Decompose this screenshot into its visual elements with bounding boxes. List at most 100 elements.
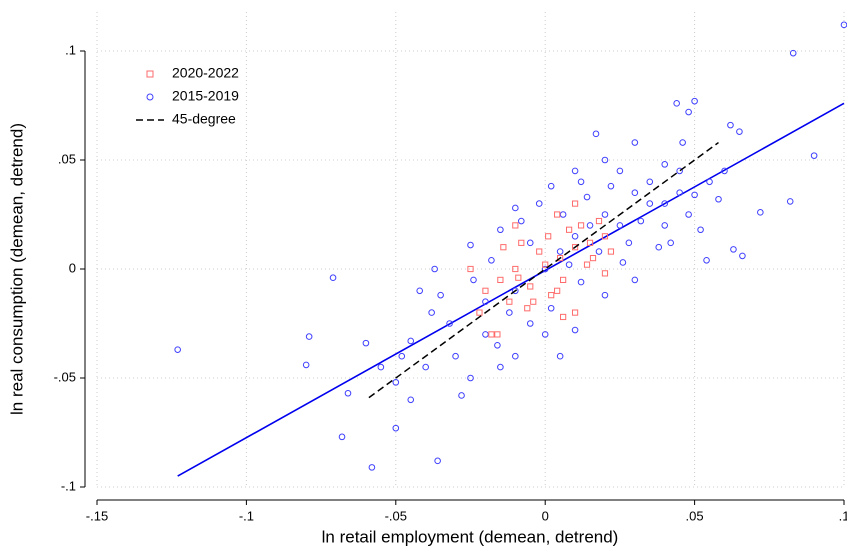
point [616, 222, 624, 229]
point [571, 309, 579, 316]
point [497, 226, 504, 234]
point [548, 292, 555, 299]
y-tick-label: .05 [58, 151, 76, 166]
point [368, 464, 376, 471]
point [512, 352, 519, 360]
point [428, 309, 435, 316]
x-tick-label: -.05 [385, 508, 407, 523]
point [676, 189, 683, 196]
point [535, 200, 543, 207]
point [515, 274, 522, 281]
point [518, 239, 525, 246]
point [494, 331, 501, 338]
point [467, 374, 474, 382]
point [547, 182, 555, 190]
point [524, 305, 531, 312]
point [416, 287, 424, 295]
point [607, 182, 615, 190]
point [541, 331, 549, 338]
point [527, 283, 534, 290]
point [685, 108, 692, 116]
point [422, 363, 429, 371]
point [437, 291, 444, 299]
point [673, 100, 680, 107]
legend-label: 45-degree [172, 111, 236, 127]
point [685, 211, 692, 218]
point [482, 331, 489, 338]
point [305, 333, 313, 340]
x-tick-label: .1 [839, 508, 847, 523]
point [407, 337, 415, 345]
point [679, 139, 686, 146]
point [482, 298, 489, 306]
point [497, 276, 504, 283]
point [631, 139, 639, 146]
point [739, 252, 746, 260]
point [571, 167, 579, 175]
point [721, 167, 728, 175]
point [646, 200, 654, 207]
point [536, 248, 543, 255]
point [488, 256, 495, 264]
point [557, 255, 564, 262]
point [691, 191, 698, 199]
point [601, 291, 609, 299]
point [556, 248, 564, 255]
point [736, 128, 743, 135]
point [338, 433, 346, 441]
point [706, 178, 713, 186]
y-axis-title: ln real consumption (demean, detrend) [7, 123, 26, 415]
point [786, 198, 794, 205]
point [730, 246, 737, 253]
point [616, 167, 624, 175]
point [577, 222, 585, 229]
point [601, 211, 609, 218]
point [571, 326, 579, 334]
point [506, 309, 513, 316]
point [586, 222, 594, 229]
x-tick-label: .05 [686, 508, 704, 523]
point [703, 256, 710, 264]
point [542, 261, 549, 268]
point [631, 189, 639, 196]
point [607, 248, 615, 255]
point [571, 200, 579, 207]
point [526, 320, 534, 327]
point [601, 270, 609, 277]
point [631, 276, 639, 284]
point [571, 244, 579, 251]
point [434, 457, 441, 465]
point [661, 222, 669, 229]
point [512, 222, 519, 229]
point [646, 178, 654, 186]
point [637, 217, 645, 225]
point [362, 339, 370, 347]
point [655, 243, 663, 251]
point [577, 278, 585, 286]
point [302, 361, 310, 369]
point [554, 211, 561, 218]
point [398, 352, 406, 360]
point [494, 342, 501, 349]
legend-label: 2015-2019 [172, 88, 239, 104]
point [329, 274, 337, 282]
point [497, 363, 504, 371]
point [482, 287, 489, 294]
point [571, 233, 579, 240]
point [566, 226, 573, 233]
point [506, 298, 513, 305]
point [697, 226, 704, 234]
point [577, 178, 585, 186]
y-tick-label: -.1 [61, 478, 76, 493]
point [392, 379, 400, 386]
point [467, 265, 474, 273]
point [407, 396, 415, 404]
point [601, 156, 609, 164]
point [625, 239, 633, 247]
fit-line [177, 102, 845, 477]
point [691, 97, 698, 105]
point [526, 239, 534, 247]
point [595, 248, 603, 255]
x-axis-title: ln retail employment (demean, detrend) [322, 527, 619, 546]
